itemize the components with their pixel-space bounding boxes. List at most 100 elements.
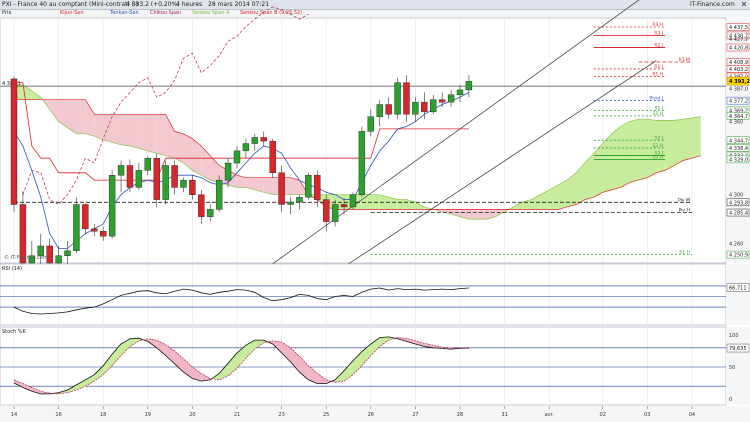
candle-down xyxy=(278,172,285,205)
ichimoku-cloud-segment xyxy=(76,99,86,134)
candle-up xyxy=(224,162,232,181)
ichimoku-cloud-segment xyxy=(183,133,193,171)
price-axis-tick: 4 427,7 xyxy=(729,37,748,43)
ichimoku-cloud-segment xyxy=(415,202,425,210)
rsi-panel[interactable]: RSI (14) 66,711 xyxy=(0,263,750,326)
ichimoku-cloud-segment xyxy=(201,145,211,181)
axis-level-tag xyxy=(726,198,750,207)
candle-up xyxy=(55,255,62,264)
close-icon[interactable] xyxy=(741,1,747,7)
ichimoku-cloud-segment xyxy=(85,99,95,137)
ichimoku-cloud-segment xyxy=(460,209,469,220)
candle-up xyxy=(180,179,187,188)
ichimoku-cloud-segment xyxy=(665,120,675,171)
stoch-fill-segment xyxy=(85,374,95,387)
axis-level-tag xyxy=(726,250,750,259)
axis-level-label: 4 420,8 xyxy=(729,45,748,51)
ichimoku-cloud-segment xyxy=(379,194,389,210)
axis-level-tag xyxy=(726,136,750,145)
level-label: R2 J xyxy=(654,42,663,48)
stoch-fill-segment xyxy=(308,365,318,384)
ichimoku-cloud-segment xyxy=(138,114,148,151)
axis-level-label: 4 403,2 xyxy=(729,67,748,73)
ichimoku-cloud-segment xyxy=(486,209,496,220)
candle-up xyxy=(233,150,241,164)
ichimoku-cloud-segment xyxy=(156,114,166,156)
stoch-axis-tick: 50 xyxy=(729,365,735,371)
stochastic-panel[interactable]: Stoch %K 100 50 0 79,635 xyxy=(0,326,750,406)
ichimoku-cloud-segment xyxy=(103,114,113,143)
trend-channel-line xyxy=(334,60,657,274)
candle-down xyxy=(153,157,160,200)
stoch-d-line xyxy=(13,337,469,395)
ichimoku-cloud-segment xyxy=(575,163,585,205)
stoch-fill-segment xyxy=(406,338,416,344)
legend-price[interactable]: Prix xyxy=(2,10,12,16)
axis-level-label: 4 338,4 xyxy=(729,146,748,152)
candle-down xyxy=(314,175,321,200)
stoch-fill-segment xyxy=(192,367,202,382)
candle-up xyxy=(28,255,36,264)
legend-span-a[interactable]: Senkou Span A xyxy=(192,10,230,16)
time-tick-label: 14 xyxy=(11,412,17,418)
level-label: Pivot J xyxy=(649,96,663,102)
candle-up xyxy=(349,194,357,208)
axis-level-label: 4 285,4 xyxy=(729,211,748,217)
axis-level-tag xyxy=(726,43,750,52)
stoch-fill-segment xyxy=(94,365,104,382)
axis-level-tag xyxy=(726,23,750,31)
ichimoku-cloud-segment xyxy=(397,199,407,210)
stoch-fill-segment xyxy=(112,343,122,366)
candle-up xyxy=(367,116,374,132)
candle-down xyxy=(438,99,446,103)
legend-tenkan[interactable]: Tenkan-Sen xyxy=(110,10,139,16)
legend-chikou[interactable]: Chikou Span xyxy=(150,10,182,16)
candle-up xyxy=(162,165,169,200)
stoch-fill-segment xyxy=(103,354,113,375)
price-axis-tick: 4 387,0 xyxy=(729,87,748,93)
ichimoku-cloud-segment xyxy=(620,121,630,188)
candle-down xyxy=(385,104,392,115)
legend-kijun[interactable]: Kijun-Sen xyxy=(60,10,84,16)
ichimoku-cloud-segment xyxy=(567,172,576,207)
ichimoku-cloud-segment xyxy=(263,177,273,195)
legend-span-b[interactable]: Senkou Span B (9,26,52) xyxy=(240,10,303,16)
time-tick-label: 28 xyxy=(457,412,463,418)
stoch-fill-segment xyxy=(156,340,166,356)
senkou-span-a-line xyxy=(14,84,701,220)
stoch-last-label: 79,635 xyxy=(729,346,747,352)
brand-logo[interactable]: IT-Finance.com xyxy=(690,1,735,8)
stoch-axis-tick: 100 xyxy=(729,333,739,339)
stoch-axis-tick: 0 xyxy=(729,397,732,403)
time-tick-label: 27 xyxy=(412,412,418,418)
candle-up xyxy=(447,94,455,103)
candle-up xyxy=(108,175,116,237)
candle-up xyxy=(73,204,80,252)
ichimoku-cloud-segment xyxy=(388,197,398,210)
stoch-fill-segment xyxy=(228,352,237,376)
candle-up xyxy=(207,209,214,217)
candle-down xyxy=(171,165,178,188)
level-label: R3 J xyxy=(654,30,663,36)
ichimoku-cloud-segment xyxy=(611,126,621,190)
stoch-fill-segment xyxy=(361,343,371,366)
rsi-last-tag xyxy=(726,283,750,292)
stoch-fill-segment xyxy=(219,363,229,380)
candle-down xyxy=(260,137,267,142)
time-tick-label: 31 xyxy=(501,412,507,418)
senkou-span-b-line xyxy=(14,99,701,210)
ichimoku-cloud-segment xyxy=(629,119,639,183)
stoch-fill-segment xyxy=(379,336,389,347)
level-label: S2 J xyxy=(655,135,663,141)
candle-down xyxy=(46,245,53,264)
title-bar: PXI - France 40 au comptant (Mini-contra… xyxy=(0,0,750,10)
timeframe-label[interactable]: 4 heures xyxy=(176,1,203,8)
last-price-change: 4 393,2 (+0,20%) xyxy=(126,1,180,8)
axis-level-tag xyxy=(726,96,750,105)
time-tick-label: 23 xyxy=(278,412,284,418)
ichimoku-cloud-segment xyxy=(638,119,648,181)
stoch-fill-segment xyxy=(290,347,300,373)
axis-level-tag xyxy=(726,65,750,73)
